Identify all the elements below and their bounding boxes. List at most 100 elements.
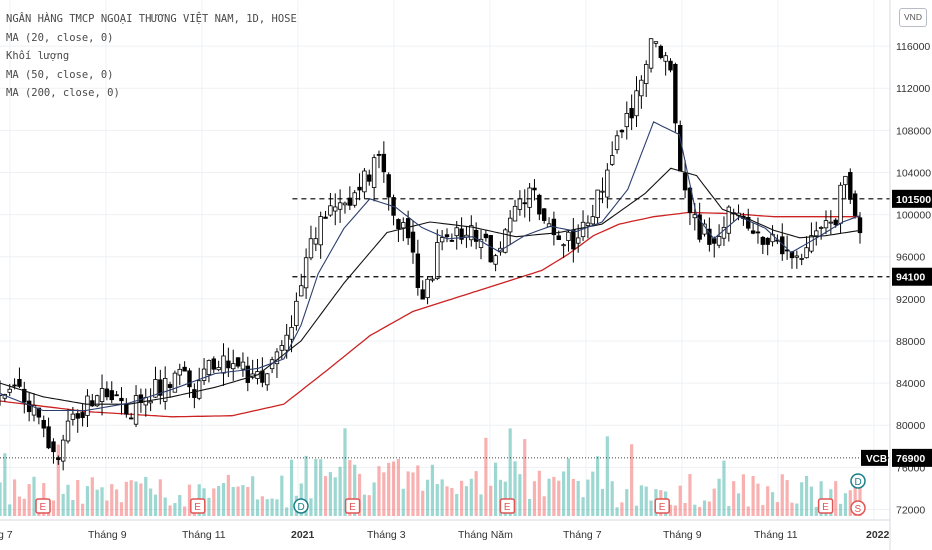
candle-body [439, 237, 445, 243]
volume-bar [513, 461, 517, 516]
volume-bar [236, 486, 240, 516]
candle-body [746, 217, 751, 229]
volume-bar [353, 464, 357, 516]
volume-bar [562, 471, 566, 516]
volume-bar [552, 476, 556, 516]
earnings-marker[interactable] [35, 498, 51, 514]
volume-bar [270, 498, 274, 516]
volume-bar [260, 496, 264, 516]
candle-body [177, 368, 182, 376]
volume-bar [532, 481, 537, 516]
y-axis[interactable]: 7200076000800008400088000920009600010000… [861, 0, 932, 550]
x-tick-label: Tháng 3 [367, 529, 406, 541]
volume-bar [76, 479, 80, 516]
candle-body [590, 216, 595, 225]
volume-bar [814, 506, 818, 516]
volume-bar [66, 484, 70, 516]
y-tick-label: 100000 [896, 210, 931, 222]
volume-bar [717, 478, 721, 516]
volume-bar [610, 481, 614, 516]
candle-body [289, 326, 294, 340]
volume-bar [459, 480, 464, 516]
candle-body [396, 219, 401, 230]
candle-body [707, 228, 712, 245]
volume-bar [207, 497, 211, 516]
candle-body [357, 186, 362, 191]
volume-bar [785, 480, 789, 516]
candle-body [818, 226, 824, 229]
legend-ma50[interactable]: MA (50, close, 0) [6, 68, 114, 81]
volume-bar [668, 504, 673, 516]
volume-bar [401, 488, 405, 516]
dividend-marker[interactable] [850, 473, 866, 489]
volume-bar [71, 500, 75, 516]
candle-body [663, 55, 668, 62]
symbol-badge[interactable] [861, 449, 888, 466]
volume-bar [183, 506, 187, 516]
volume-bar [493, 462, 498, 516]
legend-ma20[interactable]: MA (20, close, 0) [6, 31, 114, 44]
candle-body [459, 228, 464, 240]
volume-bar [698, 506, 702, 516]
volume-bar [853, 485, 857, 516]
volume-bar [187, 484, 192, 516]
y-tick-label: 72000 [896, 504, 925, 516]
volume-bar [212, 488, 216, 516]
candle-body [371, 157, 377, 188]
candle-body [804, 247, 809, 259]
event-marker-letter: E [659, 502, 666, 513]
candle-body [682, 172, 688, 191]
volume-bar [766, 486, 770, 516]
volume-bar [411, 472, 415, 516]
currency-badge[interactable]: VND [899, 8, 927, 27]
event-marker-letter: E [194, 502, 201, 513]
candle-body [308, 238, 314, 259]
candle-body [128, 417, 134, 420]
earnings-marker[interactable] [654, 498, 670, 514]
split-marker[interactable] [850, 500, 866, 516]
volume-bar [736, 493, 741, 516]
volume-bar [328, 472, 332, 516]
volume-bar [416, 465, 420, 516]
y-tick-label: 112000 [896, 83, 930, 95]
volume-bar [455, 493, 459, 516]
volume-bar [722, 460, 726, 516]
candle-body [415, 253, 421, 288]
candle-body [167, 384, 173, 388]
x-axis[interactable]: g 7 Tháng 9 Tháng 11 2021 Tháng 3 Tháng Năm Th… [0, 519, 890, 541]
volume-bar [625, 489, 629, 516]
candle-body [31, 404, 37, 416]
volume-bar [430, 464, 435, 516]
earnings-marker[interactable] [190, 498, 206, 514]
candle-body [182, 366, 187, 372]
candle-body [430, 278, 435, 281]
candle-body [114, 394, 119, 397]
price-level-label: 94100 [896, 272, 925, 284]
candle-body [425, 278, 430, 299]
candle-body [303, 257, 309, 289]
legend-volume[interactable]: Khối lượng [6, 50, 70, 62]
earnings-marker[interactable] [817, 498, 834, 514]
volume-bar [586, 479, 590, 516]
price-level-label: 101500 [896, 194, 931, 206]
earnings-marker[interactable] [499, 498, 516, 514]
volume-bar [246, 486, 250, 516]
candle-body [809, 235, 814, 252]
legend-ma200[interactable]: MA (200, close, 0) [6, 87, 120, 99]
volume-bar [474, 471, 478, 516]
event-markers[interactable]: E E D E E E E D S [35, 473, 866, 516]
volume-bar [178, 495, 182, 516]
candle-body [571, 229, 576, 250]
ma200-line [0, 211, 860, 418]
candle-body [512, 205, 518, 222]
volume-bar [255, 499, 260, 516]
legend-title[interactable]: NGÂN HÀNG TMCP NGOẠI THƯƠNG VIỆT NAM, 1D… [6, 13, 297, 25]
volume-bar [153, 494, 158, 516]
volume-bar [775, 502, 780, 516]
earnings-marker[interactable] [344, 498, 361, 514]
dividend-marker[interactable] [293, 498, 309, 514]
volume-bar [581, 497, 585, 516]
volume-bar [226, 474, 230, 516]
